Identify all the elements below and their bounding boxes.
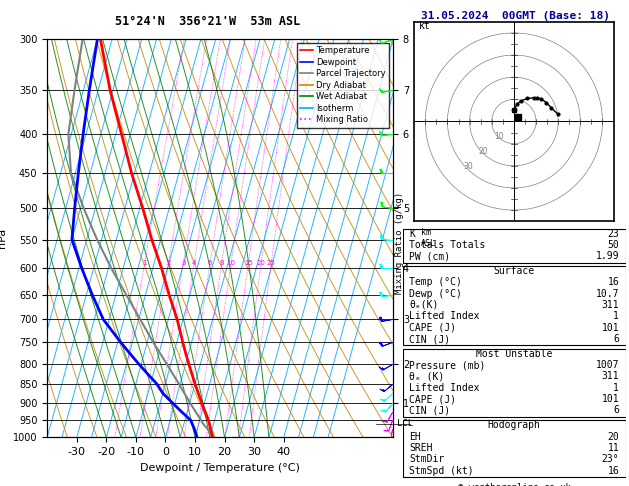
Text: 51°24'N  356°21'W  53m ASL: 51°24'N 356°21'W 53m ASL — [115, 16, 300, 28]
Text: kt: kt — [419, 20, 430, 31]
Text: 1: 1 — [613, 312, 619, 321]
Text: Most Unstable: Most Unstable — [476, 349, 552, 359]
Text: CAPE (J): CAPE (J) — [409, 323, 456, 332]
Text: K: K — [409, 228, 415, 239]
Bar — [403, 266, 626, 346]
Text: 6: 6 — [208, 260, 213, 266]
Text: CIN (J): CIN (J) — [409, 405, 450, 416]
Text: 3: 3 — [181, 260, 186, 266]
Text: EH: EH — [409, 432, 421, 441]
Text: SREH: SREH — [409, 443, 433, 453]
Bar — [403, 349, 626, 417]
Text: 23: 23 — [608, 228, 619, 239]
Text: Lifted Index: Lifted Index — [409, 383, 480, 393]
Text: 20: 20 — [479, 147, 489, 156]
Text: Hodograph: Hodograph — [487, 420, 541, 430]
Text: LCL: LCL — [397, 419, 413, 428]
Text: Totals Totals: Totals Totals — [409, 240, 486, 250]
Text: km
ASL: km ASL — [421, 228, 436, 248]
Text: 16: 16 — [608, 278, 619, 287]
Y-axis label: hPa: hPa — [0, 228, 8, 248]
Text: Surface: Surface — [494, 266, 535, 276]
Text: © weatheronline.co.uk: © weatheronline.co.uk — [458, 483, 571, 486]
Text: 8: 8 — [220, 260, 224, 266]
Text: 1007: 1007 — [596, 360, 619, 370]
Text: 101: 101 — [601, 394, 619, 404]
Text: StmSpd (kt): StmSpd (kt) — [409, 466, 474, 475]
Text: 6: 6 — [613, 334, 619, 344]
Text: Lifted Index: Lifted Index — [409, 312, 480, 321]
Text: 10: 10 — [226, 260, 236, 266]
X-axis label: Dewpoint / Temperature (°C): Dewpoint / Temperature (°C) — [140, 463, 300, 473]
Text: θₑ (K): θₑ (K) — [409, 371, 445, 382]
Text: 50: 50 — [608, 240, 619, 250]
Text: 30: 30 — [464, 162, 474, 171]
Text: 1: 1 — [142, 260, 147, 266]
Text: StmDir: StmDir — [409, 454, 445, 464]
Text: 2: 2 — [167, 260, 170, 266]
Bar — [403, 228, 626, 262]
Text: 15: 15 — [244, 260, 253, 266]
Text: Dewp (°C): Dewp (°C) — [409, 289, 462, 298]
Text: 101: 101 — [601, 323, 619, 332]
Legend: Temperature, Dewpoint, Parcel Trajectory, Dry Adiabat, Wet Adiabat, Isotherm, Mi: Temperature, Dewpoint, Parcel Trajectory… — [297, 43, 389, 128]
Text: 311: 311 — [601, 371, 619, 382]
Text: Mixing Ratio (g/kg): Mixing Ratio (g/kg) — [395, 192, 404, 294]
Text: 23°: 23° — [601, 454, 619, 464]
Text: 31.05.2024  00GMT (Base: 18): 31.05.2024 00GMT (Base: 18) — [421, 11, 610, 20]
Text: θₑ(K): θₑ(K) — [409, 300, 438, 310]
Text: CIN (J): CIN (J) — [409, 334, 450, 344]
Text: 4: 4 — [192, 260, 196, 266]
Text: 1: 1 — [613, 383, 619, 393]
Text: 311: 311 — [601, 300, 619, 310]
Text: Pressure (mb): Pressure (mb) — [409, 360, 486, 370]
Text: 11: 11 — [608, 443, 619, 453]
Text: 25: 25 — [267, 260, 276, 266]
Text: 10.7: 10.7 — [596, 289, 619, 298]
Text: PW (cm): PW (cm) — [409, 251, 450, 261]
Text: CAPE (J): CAPE (J) — [409, 394, 456, 404]
Text: 16: 16 — [608, 466, 619, 475]
Text: 1.99: 1.99 — [596, 251, 619, 261]
Text: Temp (°C): Temp (°C) — [409, 278, 462, 287]
Text: 20: 20 — [257, 260, 265, 266]
Text: 6: 6 — [613, 405, 619, 416]
Bar — [403, 420, 626, 477]
Text: 10: 10 — [494, 132, 504, 141]
Text: 20: 20 — [608, 432, 619, 441]
